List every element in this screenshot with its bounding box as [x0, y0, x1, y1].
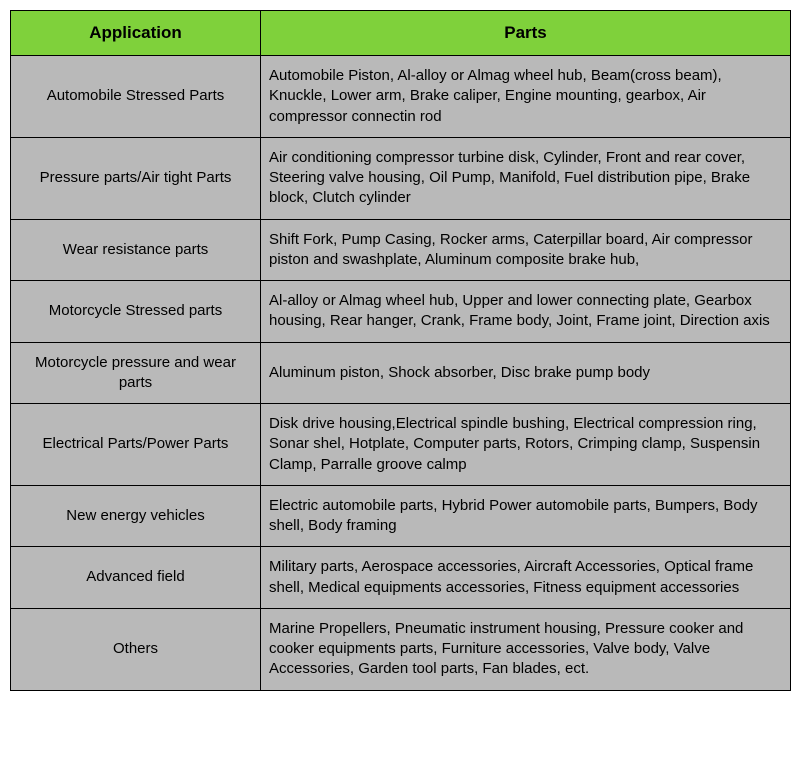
- application-cell: Others: [11, 608, 261, 690]
- parts-cell: Automobile Piston, Al-alloy or Almag whe…: [261, 56, 791, 138]
- parts-cell: Disk drive housing,Electrical spindle bu…: [261, 404, 791, 486]
- parts-cell: Air conditioning compressor turbine disk…: [261, 137, 791, 219]
- table-row: Others Marine Propellers, Pneumatic inst…: [11, 608, 791, 690]
- parts-cell: Aluminum piston, Shock absorber, Disc br…: [261, 342, 791, 404]
- table-row: Electrical Parts/Power Parts Disk drive …: [11, 404, 791, 486]
- table-row: Motorcycle Stressed parts Al-alloy or Al…: [11, 281, 791, 343]
- parts-cell: Shift Fork, Pump Casing, Rocker arms, Ca…: [261, 219, 791, 281]
- table-row: Motorcycle pressure and wear parts Alumi…: [11, 342, 791, 404]
- application-cell: Motorcycle pressure and wear parts: [11, 342, 261, 404]
- table-row: Pressure parts/Air tight Parts Air condi…: [11, 137, 791, 219]
- table-body: Automobile Stressed Parts Automobile Pis…: [11, 56, 791, 691]
- col-header-parts: Parts: [261, 11, 791, 56]
- application-cell: Pressure parts/Air tight Parts: [11, 137, 261, 219]
- table-header-row: Application Parts: [11, 11, 791, 56]
- application-cell: Automobile Stressed Parts: [11, 56, 261, 138]
- col-header-application: Application: [11, 11, 261, 56]
- application-cell: New energy vehicles: [11, 485, 261, 547]
- applications-table: Application Parts Automobile Stressed Pa…: [10, 10, 791, 691]
- parts-cell: Electric automobile parts, Hybrid Power …: [261, 485, 791, 547]
- table-row: Automobile Stressed Parts Automobile Pis…: [11, 56, 791, 138]
- table-row: New energy vehicles Electric automobile …: [11, 485, 791, 547]
- application-cell: Motorcycle Stressed parts: [11, 281, 261, 343]
- application-cell: Advanced field: [11, 547, 261, 609]
- application-cell: Wear resistance parts: [11, 219, 261, 281]
- application-cell: Electrical Parts/Power Parts: [11, 404, 261, 486]
- parts-cell: Marine Propellers, Pneumatic instrument …: [261, 608, 791, 690]
- table-row: Wear resistance parts Shift Fork, Pump C…: [11, 219, 791, 281]
- parts-cell: Al-alloy or Almag wheel hub, Upper and l…: [261, 281, 791, 343]
- parts-cell: Military parts, Aerospace accessories, A…: [261, 547, 791, 609]
- table-row: Advanced field Military parts, Aerospace…: [11, 547, 791, 609]
